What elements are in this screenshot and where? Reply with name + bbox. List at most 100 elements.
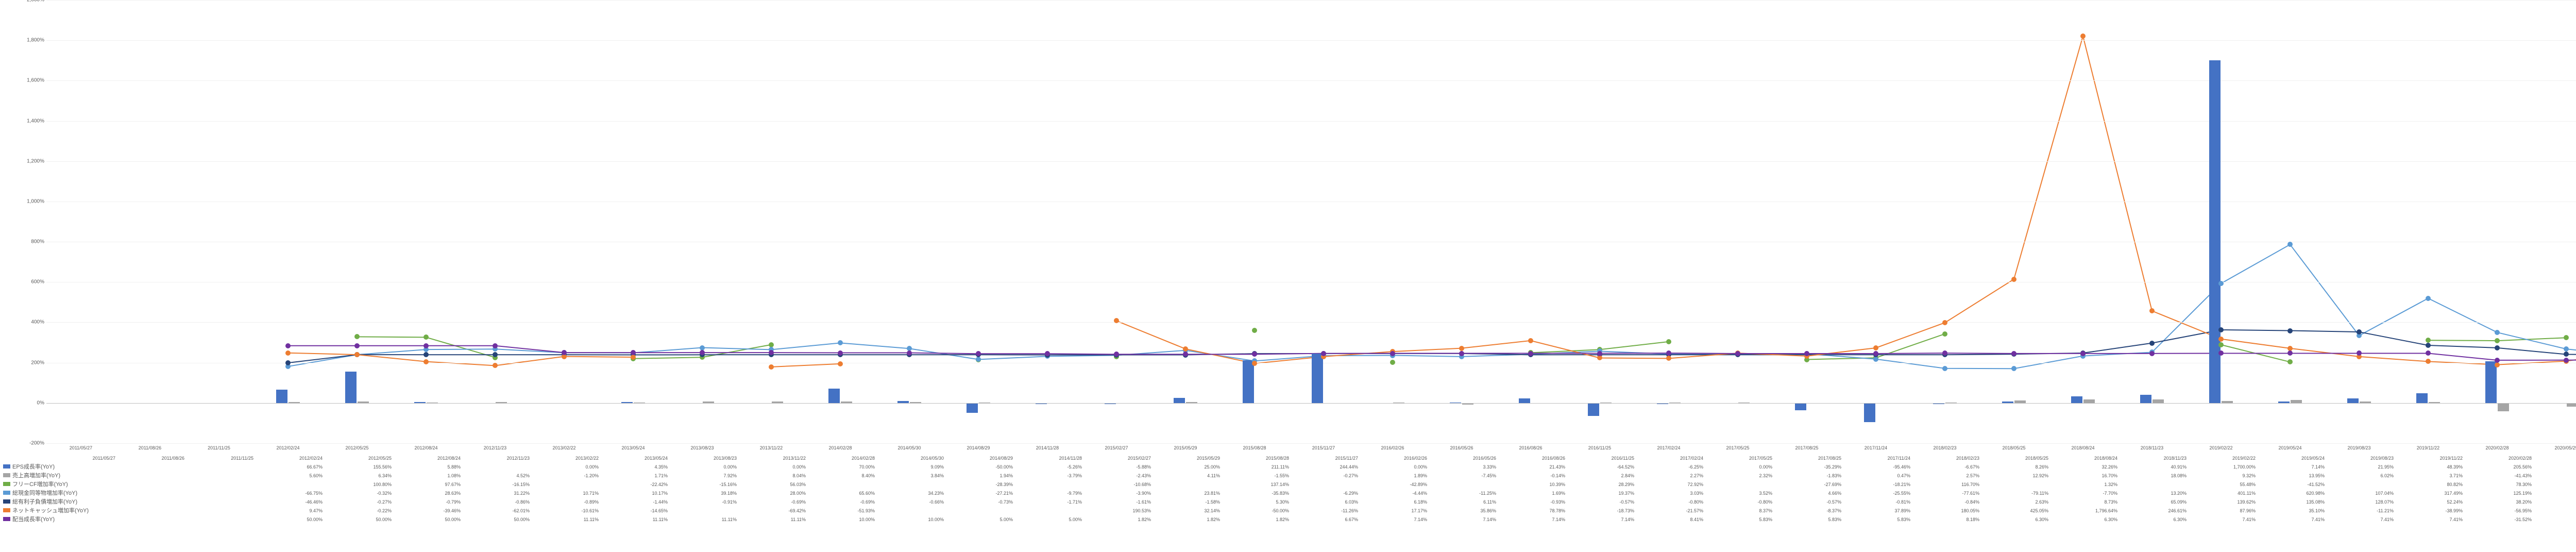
table-cell: 50.00%: [323, 517, 392, 522]
div-point: [285, 343, 291, 348]
table-cell: 13.20%: [2117, 491, 2187, 496]
table-cell: 4.66%: [1772, 491, 1841, 496]
table-cell: 2.32%: [1703, 473, 1772, 478]
netc-point: [2011, 277, 2016, 282]
y-axis-left-label: -200%: [29, 441, 46, 446]
div-point: [1321, 351, 1326, 356]
table-cell: 3.52%: [1703, 491, 1772, 496]
table-cell: 5.88%: [392, 464, 461, 470]
table-cell: 100.80%: [323, 482, 392, 487]
table-cell: -5.26%: [1013, 464, 1082, 470]
table-header-cell: 2012/11/23: [461, 456, 530, 461]
eps-bar: [2347, 398, 2359, 403]
table-cell: 244.44%: [1289, 464, 1358, 470]
table-cell: 87.96%: [2187, 508, 2256, 513]
table-cell: 1.69%: [1496, 491, 1565, 496]
table-cell: -5.88%: [1082, 464, 1151, 470]
table-header-cell: 2013/11/22: [737, 456, 806, 461]
table-header-cell: 2016/05/26: [1427, 456, 1496, 461]
x-axis-label: 2018/08/24: [2071, 443, 2094, 450]
table-cell: -10.61%: [530, 508, 599, 513]
x-axis-label: 2013/05/24: [621, 443, 645, 450]
zero-axis-line: [46, 403, 2576, 404]
table-cell: -1.20%: [530, 473, 599, 478]
table-cell: -0.93%: [1496, 499, 1565, 505]
table-cell: 4.35%: [599, 464, 668, 470]
sales-bar: [2567, 403, 2576, 407]
netc-point: [1873, 345, 1878, 350]
div-point: [2564, 358, 2569, 363]
table-cell: 3.03%: [1634, 491, 1703, 496]
x-axis-label: 2014/05/30: [897, 443, 921, 450]
eps-bar: [1795, 403, 1806, 410]
div-point: [1390, 351, 1395, 356]
div-point: [1873, 351, 1878, 356]
table-cell: 6.11%: [1427, 499, 1496, 505]
eps-bar: [1519, 398, 1530, 403]
div-point: [423, 343, 429, 348]
table-cell: -0.86%: [461, 499, 530, 505]
table-cell: 8.37%: [1703, 508, 1772, 513]
table-cell: -66.75%: [253, 491, 323, 496]
fcf-point: [1942, 331, 1947, 337]
table-cell: 0.00%: [530, 464, 599, 470]
cash-point: [1942, 366, 1947, 371]
table-cell: -0.84%: [1910, 499, 1979, 505]
table-cell: 28.63%: [392, 491, 461, 496]
table-header-cell: 2013/05/24: [599, 456, 668, 461]
eps-bar: [345, 372, 357, 403]
div-point: [1804, 351, 1809, 356]
chart-plot-area: -200%0%200%400%600%800%1,000%1,200%1,400…: [46, 0, 2576, 444]
table-cell: -0.66%: [875, 499, 944, 505]
div-point: [838, 350, 843, 356]
table-cell: -18.21%: [1841, 482, 1910, 487]
sales-bar: [2498, 403, 2509, 411]
table-cell: -31.52%: [2463, 517, 2532, 522]
table-cell: 8.26%: [1979, 464, 2048, 470]
table-cell: 11.11%: [599, 517, 668, 522]
cash-point: [2495, 330, 2500, 335]
eps-bar: [828, 389, 840, 403]
y-axis-left-label: 800%: [31, 239, 46, 245]
debt-point: [2218, 327, 2224, 332]
sales-bar: [2153, 399, 2164, 403]
table-cell: 5.60%: [253, 473, 323, 478]
table-cell: 116.70%: [1910, 482, 1979, 487]
x-axis-label: 2012/02/24: [276, 443, 299, 450]
table-cell: 11.11%: [530, 517, 599, 522]
table-cell: -0.91%: [668, 499, 737, 505]
y-axis-left-label: 1,200%: [27, 158, 46, 164]
x-axis-label: 2018/05/25: [2002, 443, 2025, 450]
table-cell: 1,796.64%: [2048, 508, 2117, 513]
table-cell: 78.30%: [2463, 482, 2532, 487]
table-cell: 8.41%: [1634, 517, 1703, 522]
table-cell: 4.52%: [461, 473, 530, 478]
table-header-row: 2011/05/272011/08/262011/11/252012/02/24…: [46, 454, 2576, 462]
x-axis-label: 2019/02/22: [2209, 443, 2232, 450]
table-cell: 205.56%: [2463, 464, 2532, 470]
legend-swatch: [3, 499, 10, 504]
table-header-cell: 2014/02/28: [806, 456, 875, 461]
div-point: [2080, 351, 2086, 356]
x-axis-label: 2015/11/27: [1312, 443, 1335, 450]
x-axis-label: 2016/02/26: [1381, 443, 1404, 450]
table-header-cell: 2019/11/22: [2394, 456, 2463, 461]
table-cell: 401.11%: [2187, 491, 2256, 496]
table-cell: -0.81%: [1841, 499, 1910, 505]
table-cell: -1.83%: [1772, 473, 1841, 478]
table-header-cell: 2013/08/23: [668, 456, 737, 461]
table-cell: -28.39%: [944, 482, 1013, 487]
table-cell: 246.61%: [2117, 508, 2187, 513]
table-cell: 135.08%: [2256, 499, 2325, 505]
table-header-cell: 2017/08/25: [1772, 456, 1841, 461]
div-point: [907, 350, 912, 356]
table-cell: -1.71%: [1013, 499, 1082, 505]
x-axis-label: 2017/08/25: [1795, 443, 1818, 450]
table-cell: -35.83%: [1220, 491, 1289, 496]
legend-swatch: [3, 508, 10, 512]
cash-point: [1873, 357, 1878, 362]
table-cell: 7.14%: [1427, 517, 1496, 522]
y-axis-left-label: 1,000%: [27, 198, 46, 204]
eps-bar: [2416, 393, 2428, 403]
table-header-cell: 2016/02/26: [1358, 456, 1427, 461]
